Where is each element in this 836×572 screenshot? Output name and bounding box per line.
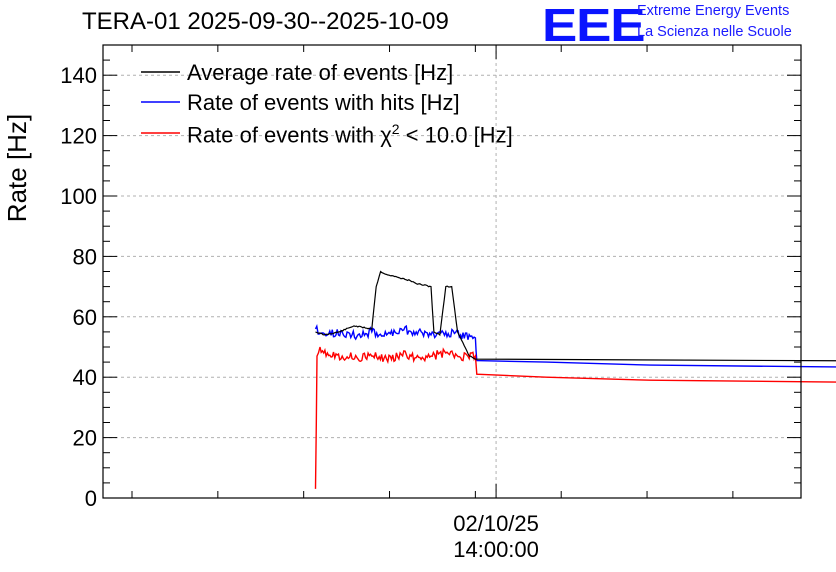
- y-tick-label: 0: [85, 486, 97, 511]
- legend-chi2-suffix: < 10.0 [Hz]: [399, 122, 513, 148]
- grid-lines: [103, 45, 801, 498]
- series-line-average: [315, 270, 836, 362]
- series-line-chi2: [314, 346, 836, 489]
- legend-label-average: Average rate of events [Hz]: [187, 60, 454, 85]
- y-tick-label: 140: [60, 63, 97, 88]
- y-tick-label: 120: [60, 124, 97, 149]
- legend-label-hits: Rate of events with hits [Hz]: [187, 90, 460, 115]
- legend-chi2-prefix: Rate of events with χ: [187, 122, 392, 148]
- org-name-line2: La Scienza nelle Scuole: [637, 24, 792, 40]
- y-tick-label: 40: [73, 365, 97, 390]
- x-tick-label-time: 14:00:00: [453, 537, 539, 562]
- legend: [141, 71, 180, 134]
- y-tick-label: 60: [73, 305, 97, 330]
- y-tick-label: 80: [73, 244, 97, 269]
- chart-title: TERA-01 2025-09-30--2025-10-09: [82, 8, 449, 35]
- eee-logo: EEE: [542, 0, 646, 51]
- y-tick-label: 100: [60, 184, 97, 209]
- org-name-line1: Extreme Energy Events: [637, 3, 790, 19]
- x-tick-label-date: 02/10/25: [453, 511, 539, 536]
- legend-chi2-sup: 2: [391, 121, 400, 137]
- tick-labels: 02040608010012014002/10/2514:00:0006/10/…: [60, 63, 539, 562]
- series-lines: [314, 270, 836, 489]
- y-tick-label: 20: [73, 426, 97, 451]
- y-axis-label: Rate [Hz]: [2, 113, 32, 223]
- series-line-hits: [314, 323, 836, 368]
- legend-label-chi2: Rate of events with χ2 < 10.0 [Hz]: [187, 121, 513, 148]
- axis-ticks: [103, 44, 801, 499]
